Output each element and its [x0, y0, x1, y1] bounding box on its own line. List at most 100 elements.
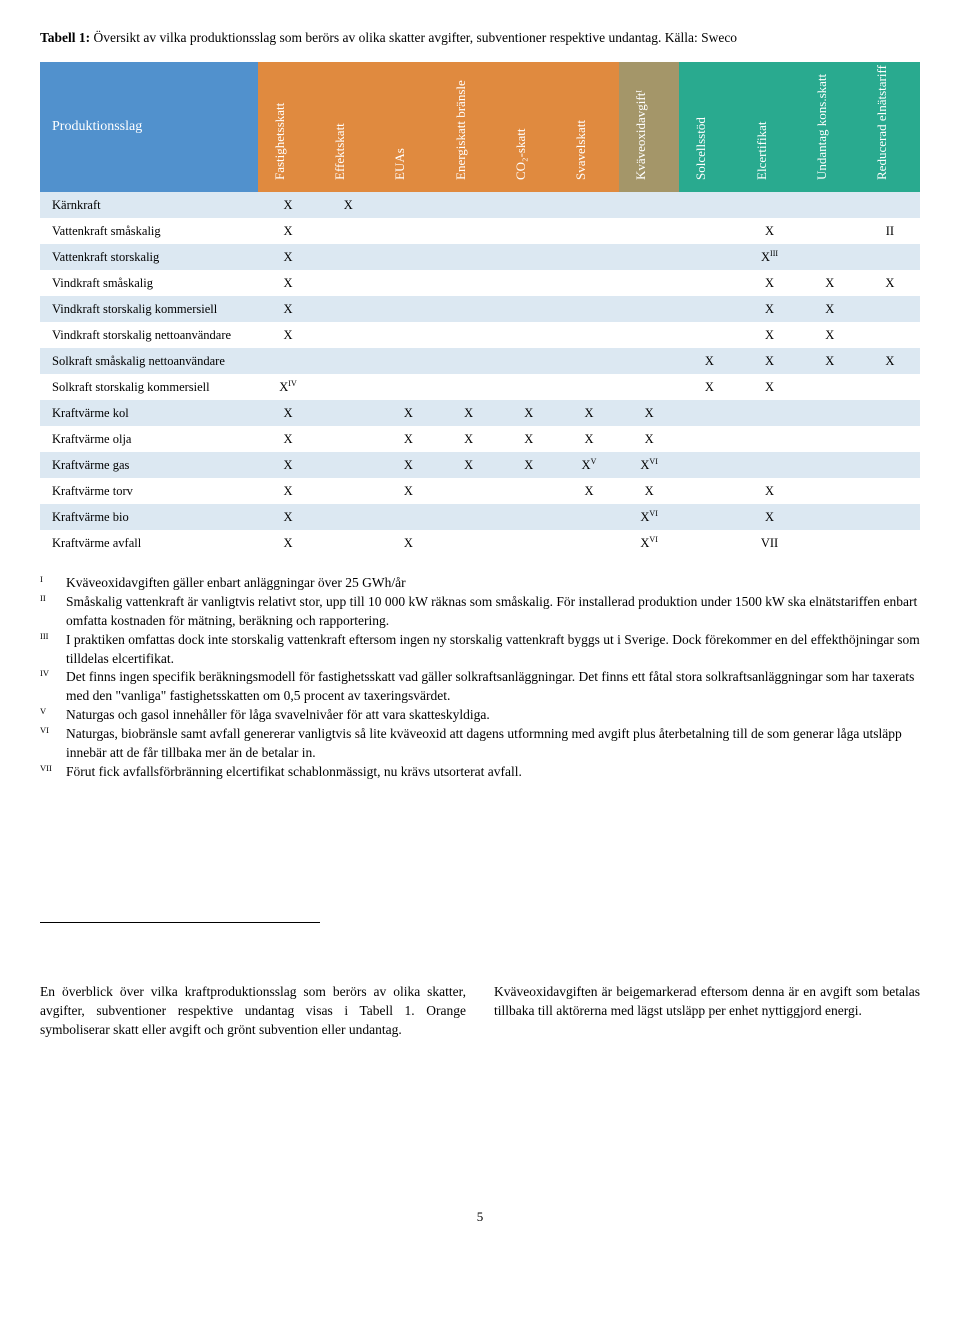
table-cell: X	[679, 348, 739, 374]
row-name: Vindkraft småskalig	[40, 270, 258, 296]
table-cell	[619, 270, 679, 296]
table-cell: XVI	[619, 504, 679, 530]
table-cell	[860, 296, 920, 322]
table-cell	[619, 244, 679, 270]
table-row: Vindkraft storskalig nettoanvändareXXX	[40, 322, 920, 348]
table-cell: X	[258, 322, 318, 348]
row-name: Solkraft storskalig kommersiell	[40, 374, 258, 400]
row-header: Produktionsslag	[40, 62, 258, 192]
table-row: Solkraft storskalig kommersiellXIVXX	[40, 374, 920, 400]
footnote-number: IV	[40, 668, 49, 680]
table-cell	[860, 244, 920, 270]
table-cell	[378, 270, 438, 296]
table-cell: X	[800, 270, 860, 296]
row-name: Solkraft småskalig nettoanvändare	[40, 348, 258, 374]
footnotes-list: IKväveoxidavgiften gäller enbart anläggn…	[40, 574, 920, 782]
footnote-text: Småskalig vattenkraft är vanligtvis rela…	[66, 594, 917, 628]
table-cell	[679, 270, 739, 296]
row-name: Vindkraft storskalig nettoanvändare	[40, 322, 258, 348]
table-cell	[499, 374, 559, 400]
table-cell	[619, 218, 679, 244]
table-cell	[860, 400, 920, 426]
table-cell: X	[258, 192, 318, 218]
table-cell: X	[800, 322, 860, 348]
table-cell: X	[559, 478, 619, 504]
table-cell	[679, 530, 739, 556]
table-row: Kraftvärme avfallXXXVIVII	[40, 530, 920, 556]
table-cell	[739, 192, 799, 218]
table-title-rest: Översikt av vilka produktionsslag som be…	[90, 30, 737, 45]
column-header: Energiskatt bränsle	[438, 62, 498, 192]
table-cell: X	[438, 426, 498, 452]
table-cell	[860, 530, 920, 556]
table-cell	[739, 452, 799, 478]
table-cell	[860, 504, 920, 530]
table-cell: X	[559, 400, 619, 426]
table-cell	[318, 296, 378, 322]
table-cell	[800, 530, 860, 556]
footnote-number: VII	[40, 763, 52, 775]
table-cell: X	[378, 530, 438, 556]
column-header-label: Fastighetsskatt	[272, 103, 288, 180]
table-cell: X	[499, 426, 559, 452]
table-cell: X	[258, 426, 318, 452]
column-header-label: Elcertifikat	[754, 122, 770, 180]
table-cell	[559, 218, 619, 244]
table-cell: X	[739, 218, 799, 244]
table-cell: X	[499, 400, 559, 426]
table-cell	[438, 478, 498, 504]
table-cell: X	[258, 530, 318, 556]
table-row: Vattenkraft storskaligXXIII	[40, 244, 920, 270]
footnote: IKväveoxidavgiften gäller enbart anläggn…	[40, 574, 920, 593]
column-header: Svavelskatt	[559, 62, 619, 192]
row-name: Kärnkraft	[40, 192, 258, 218]
table-cell	[318, 452, 378, 478]
table-cell: X	[258, 504, 318, 530]
table-cell: X	[860, 270, 920, 296]
table-cell	[800, 400, 860, 426]
footnote-text: Det finns ingen specifik beräkningsmodel…	[66, 669, 914, 703]
table-row: Vindkraft storskalig kommersiellXXX	[40, 296, 920, 322]
column-header-label: Kväveoxidavgiftᴵ	[633, 90, 649, 180]
table-cell	[318, 504, 378, 530]
footnote-text: I praktiken omfattas dock inte storskali…	[66, 632, 920, 666]
table-cell: X	[739, 504, 799, 530]
table-cell	[679, 400, 739, 426]
table-cell	[679, 452, 739, 478]
table-row: Kraftvärme torvXXXXX	[40, 478, 920, 504]
table-title-bold: Tabell 1:	[40, 30, 90, 45]
table-cell	[679, 218, 739, 244]
table-row: Kraftvärme kolXXXXXX	[40, 400, 920, 426]
column-header: Elcertifikat	[739, 62, 799, 192]
row-name: Kraftvärme gas	[40, 452, 258, 478]
table-cell	[378, 504, 438, 530]
table-cell: X	[559, 426, 619, 452]
table-cell: X	[258, 400, 318, 426]
table-cell	[499, 322, 559, 348]
table-cell	[499, 478, 559, 504]
column-header-label: Effektskatt	[332, 123, 348, 180]
column-header: CO₂-skatt	[499, 62, 559, 192]
table-cell	[438, 374, 498, 400]
table-cell	[378, 374, 438, 400]
table-cell: X	[258, 244, 318, 270]
table-cell: X	[739, 348, 799, 374]
table-cell	[800, 504, 860, 530]
table-cell: X	[739, 374, 799, 400]
table-cell: X	[739, 296, 799, 322]
table-cell	[800, 478, 860, 504]
footnote: VNaturgas och gasol innehåller för låga …	[40, 706, 920, 725]
table-cell	[378, 296, 438, 322]
table-cell	[679, 478, 739, 504]
footnote-text: Naturgas och gasol innehåller för låga s…	[66, 707, 490, 722]
table-cell	[438, 504, 498, 530]
table-cell: X	[378, 478, 438, 504]
table-row: Kraftvärme bioXXVIX	[40, 504, 920, 530]
table-cell	[559, 192, 619, 218]
table-cell: X	[258, 270, 318, 296]
table-cell: X	[800, 296, 860, 322]
table-cell	[378, 244, 438, 270]
table-cell	[679, 296, 739, 322]
table-cell	[739, 400, 799, 426]
table-row: Vindkraft småskaligXXXX	[40, 270, 920, 296]
